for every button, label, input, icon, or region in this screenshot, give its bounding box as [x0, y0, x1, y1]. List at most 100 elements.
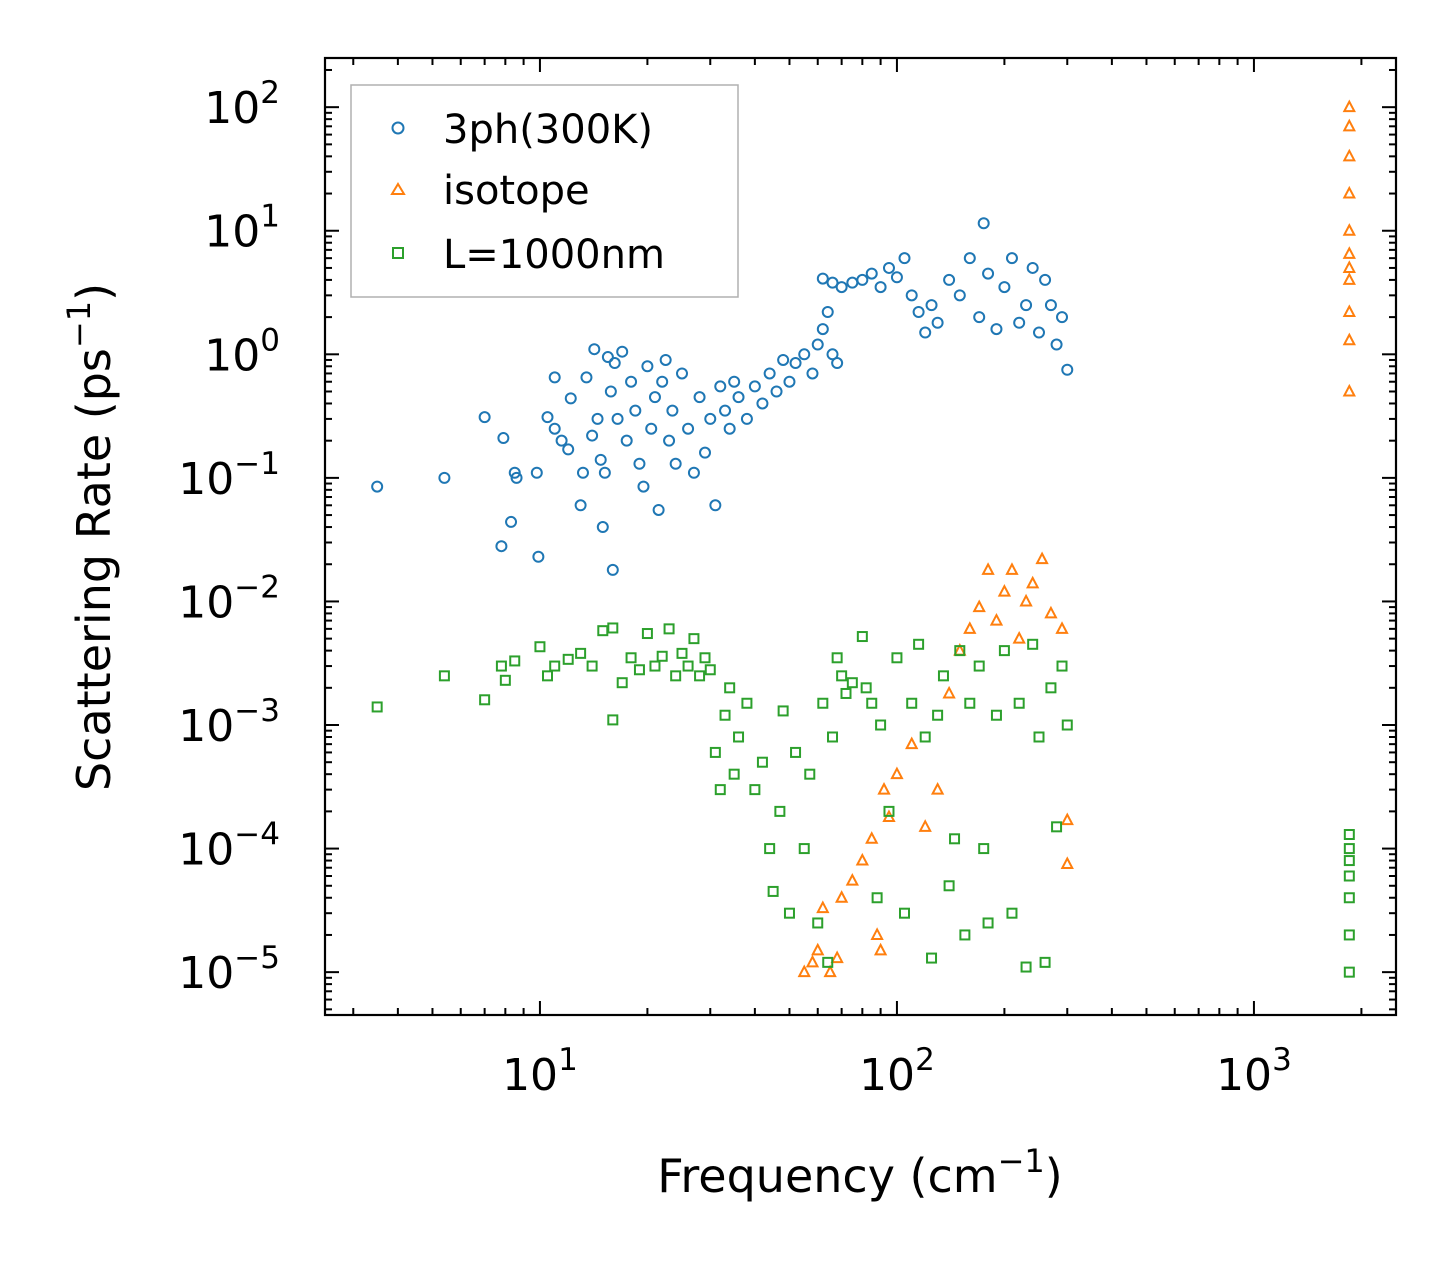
data-point — [797, 964, 811, 978]
data-point — [954, 645, 966, 657]
data-point — [728, 768, 740, 780]
x-tick-labels: 101 102 103 — [502, 1042, 1292, 1101]
data-point — [925, 299, 938, 312]
data-point — [629, 404, 642, 417]
data-point — [1342, 383, 1356, 397]
data-point — [790, 746, 802, 758]
data-point — [963, 621, 977, 634]
data-point — [479, 694, 491, 706]
data-point — [510, 471, 523, 484]
data-point — [949, 833, 961, 845]
data-point — [1342, 118, 1356, 132]
legend-label-boundary: L=1000nm — [443, 232, 665, 278]
data-point — [1343, 966, 1355, 978]
data-point — [835, 281, 848, 294]
data-point — [1055, 621, 1069, 634]
data-point — [831, 652, 843, 664]
data-point — [633, 457, 646, 470]
data-point — [816, 272, 829, 285]
data-point — [932, 709, 944, 721]
data-point — [1019, 593, 1033, 607]
y-axis-label: Scattering Rate (ps−1) — [60, 283, 121, 791]
data-point — [905, 289, 918, 302]
data-point — [648, 391, 661, 404]
legend-label-3ph: 3ph(300K) — [443, 107, 653, 153]
data-point — [763, 367, 776, 380]
y-tick-label: 102 — [204, 75, 280, 134]
data-point — [982, 267, 995, 280]
data-point — [855, 852, 869, 866]
data-point — [891, 652, 903, 664]
data-point — [616, 677, 628, 689]
data-point — [542, 670, 553, 682]
data-point — [1056, 660, 1068, 672]
data-point — [823, 964, 837, 978]
plot-frame — [323, 56, 1398, 1017]
data-point — [1061, 363, 1074, 376]
data-point — [846, 677, 858, 689]
data-point — [866, 697, 878, 709]
data-point — [783, 375, 796, 388]
data-point — [625, 375, 638, 388]
data-point — [764, 843, 776, 855]
data-point — [719, 404, 732, 417]
data-point — [641, 628, 653, 640]
data-point — [930, 781, 945, 795]
data-point — [693, 391, 706, 404]
data-point — [608, 357, 621, 370]
data-point — [906, 697, 918, 709]
data-point — [704, 412, 717, 425]
data-point — [919, 731, 931, 743]
data-point — [1005, 252, 1018, 265]
data-point — [845, 873, 859, 886]
x-axis-label: Frequency (cm−1) — [657, 1142, 1062, 1203]
data-point — [641, 360, 654, 373]
data-point — [732, 391, 745, 404]
data-point — [597, 625, 609, 637]
data-point — [1050, 338, 1063, 351]
data-point — [798, 843, 810, 855]
series-1 — [797, 99, 1356, 978]
data-point — [856, 631, 868, 643]
data-point — [777, 705, 789, 717]
data-point — [724, 682, 736, 694]
data-point — [499, 674, 511, 686]
data-point — [877, 781, 891, 795]
data-point — [637, 480, 650, 493]
data-point — [688, 633, 700, 645]
data-point — [865, 831, 879, 844]
data-point — [1342, 272, 1356, 285]
data-point — [1060, 812, 1074, 826]
data-point — [822, 956, 834, 968]
data-point — [890, 271, 903, 284]
data-point — [1033, 731, 1045, 743]
data-point — [438, 670, 450, 682]
data-point — [1013, 697, 1025, 709]
data-point — [926, 952, 938, 964]
data-point — [596, 521, 609, 534]
data-point — [586, 429, 599, 442]
data-point — [990, 709, 1002, 721]
data-point — [827, 731, 839, 743]
data-point — [831, 357, 844, 370]
data-point — [997, 584, 1012, 597]
data-point — [873, 942, 888, 956]
data-point — [1342, 185, 1356, 199]
data-point — [890, 766, 904, 780]
data-point — [532, 550, 545, 563]
data-point — [856, 273, 869, 286]
data-point — [1012, 630, 1026, 644]
data-point — [704, 664, 716, 676]
data-point — [549, 660, 561, 672]
y-tick-label: 101 — [204, 199, 280, 258]
data-point — [1005, 562, 1019, 575]
data-point — [882, 261, 895, 274]
y-tick-label: 10−2 — [178, 569, 280, 628]
data-point — [682, 660, 694, 672]
data-point — [860, 682, 872, 694]
data-point — [789, 357, 802, 370]
data-point — [548, 422, 561, 435]
y-tick-label: 10−3 — [178, 693, 280, 752]
data-point — [1342, 304, 1356, 317]
